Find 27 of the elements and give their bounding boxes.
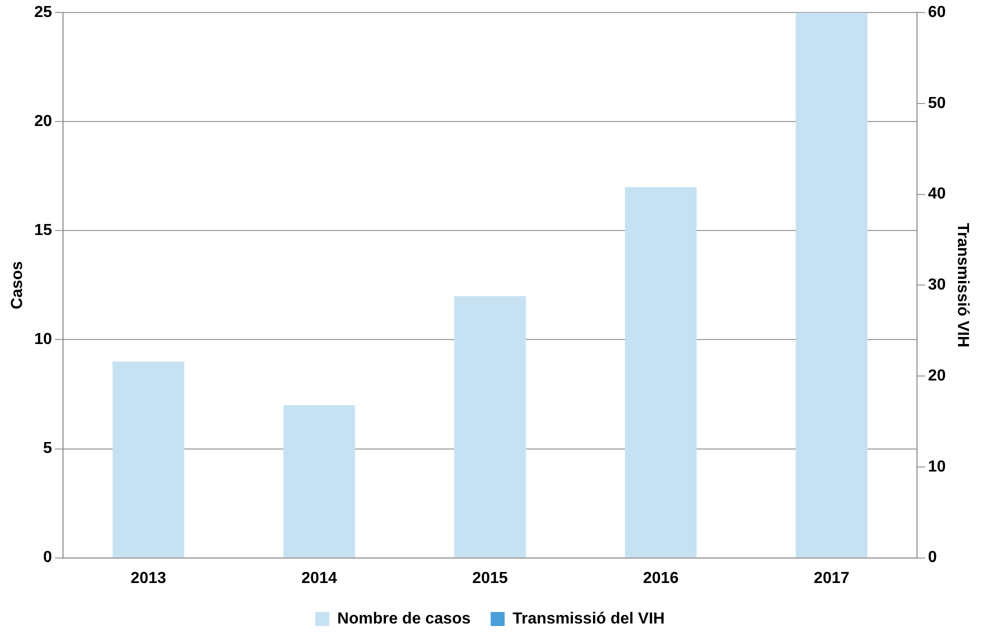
x-tick-label: 2013 <box>130 570 166 587</box>
x-tick-label: 2017 <box>814 570 850 587</box>
y2-tick-label: 50 <box>928 94 946 112</box>
y-tick-label: 15 <box>34 222 52 240</box>
y2-tick-label: 60 <box>928 4 946 22</box>
legend-label: Nombre de casos <box>337 610 471 628</box>
y2-axis-title: Transmissió VIH <box>954 222 971 348</box>
legend-label: Transmissió del VIH <box>512 610 665 628</box>
y2-tick-label: 0 <box>928 549 938 566</box>
y-tick-label: 25 <box>34 4 52 22</box>
bar <box>624 187 697 558</box>
x-tick-label: 2016 <box>643 570 679 587</box>
bar <box>283 405 356 558</box>
y-axis-title: Casos <box>9 261 26 310</box>
y2-tick-label: 30 <box>928 276 946 294</box>
y-tick-label: 20 <box>34 113 52 130</box>
y2-tick-label: 20 <box>928 367 946 384</box>
x-tick-label: 2014 <box>301 570 338 587</box>
y-tick-label: 5 <box>43 440 52 458</box>
y-tick-label: 10 <box>34 331 52 348</box>
y2-tick-label: 10 <box>928 458 946 476</box>
bar <box>796 12 868 558</box>
x-tick-label: 2015 <box>472 570 508 587</box>
y2-tick-label: 40 <box>928 186 946 203</box>
bar <box>112 362 184 558</box>
bar <box>454 296 526 558</box>
y-tick-label: 0 <box>43 549 52 566</box>
